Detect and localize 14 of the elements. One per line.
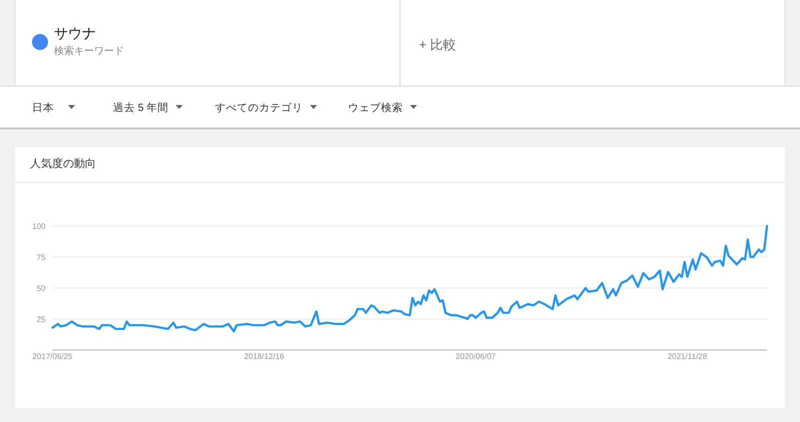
chart-title: 人気度の動向	[30, 157, 96, 170]
y-tick-label: 25	[36, 315, 46, 324]
x-tick-label: 2018/12/16	[244, 352, 285, 361]
y-tick-label: 50	[36, 284, 46, 293]
text: + 比較	[419, 37, 456, 52]
text: ウェブ検索	[348, 101, 403, 114]
text: すべてのカテゴリ	[215, 102, 303, 114]
y-tick-label: 75	[36, 253, 46, 262]
x-tick-label: 2021/11/28	[668, 352, 708, 361]
x-tick-label: 2020/06/07	[456, 352, 496, 361]
x-tick-label: 2017/06/25	[32, 352, 74, 361]
y-tick-label: 100	[32, 222, 46, 231]
text: 過去 5 年間	[113, 101, 169, 114]
text: 日本	[32, 101, 54, 114]
